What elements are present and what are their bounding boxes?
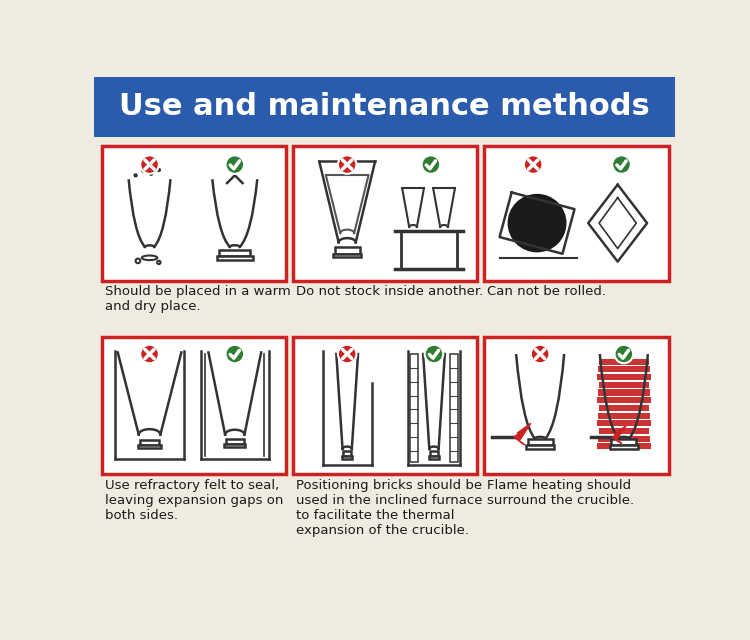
Bar [342, 456, 352, 459]
FancyBboxPatch shape [101, 146, 286, 281]
FancyBboxPatch shape [94, 77, 675, 137]
Circle shape [140, 156, 159, 174]
Circle shape [134, 173, 138, 177]
Bar [597, 397, 651, 403]
Text: Flame heating should
surround the crucible.: Flame heating should surround the crucib… [488, 479, 634, 507]
Circle shape [226, 345, 244, 364]
FancyBboxPatch shape [293, 146, 477, 281]
Ellipse shape [142, 255, 158, 260]
Circle shape [614, 345, 633, 364]
Bar [526, 445, 554, 449]
Circle shape [338, 156, 356, 174]
Bar [343, 451, 351, 456]
Bar [430, 451, 438, 456]
Bar [217, 257, 253, 260]
Bar [610, 445, 638, 449]
FancyBboxPatch shape [293, 337, 477, 474]
Bar [137, 445, 161, 447]
Bar [599, 358, 649, 365]
Text: Do not stock inside another.: Do not stock inside another. [296, 285, 483, 298]
FancyBboxPatch shape [101, 337, 286, 474]
Bar [599, 405, 649, 411]
Bar [597, 444, 651, 449]
Bar [410, 354, 418, 462]
Bar [599, 428, 649, 434]
Bar [597, 420, 651, 426]
Bar [597, 374, 651, 380]
Bar [598, 366, 650, 372]
Bar [140, 440, 159, 445]
Text: Use refractory felt to seal,
leaving expansion gaps on
both sides.: Use refractory felt to seal, leaving exp… [104, 479, 283, 522]
Bar [429, 456, 439, 459]
Bar [224, 444, 245, 447]
Bar [450, 354, 458, 462]
Bar [226, 439, 244, 444]
Circle shape [226, 156, 244, 174]
Text: Positioning bricks should be
used in the inclined furnace
to facilitate the ther: Positioning bricks should be used in the… [296, 479, 482, 537]
Circle shape [158, 260, 160, 264]
Bar [219, 250, 251, 257]
Bar [528, 438, 553, 445]
FancyBboxPatch shape [484, 337, 669, 474]
Text: Should be placed in a warm
and dry place.: Should be placed in a warm and dry place… [104, 285, 290, 314]
Bar [334, 247, 359, 253]
Circle shape [338, 345, 356, 364]
Circle shape [508, 194, 566, 252]
Bar [599, 381, 649, 388]
Circle shape [531, 345, 550, 364]
Circle shape [140, 345, 159, 364]
Circle shape [422, 156, 440, 174]
Circle shape [157, 168, 161, 172]
Bar [611, 438, 636, 445]
Bar [598, 413, 650, 419]
Circle shape [524, 156, 542, 174]
Circle shape [149, 172, 153, 176]
Circle shape [141, 168, 146, 173]
Bar [598, 436, 650, 442]
Bar [598, 389, 650, 396]
Polygon shape [612, 426, 626, 444]
Circle shape [424, 345, 443, 364]
Circle shape [612, 156, 631, 174]
Text: Can not be rolled.: Can not be rolled. [488, 285, 607, 298]
Circle shape [136, 259, 140, 263]
Bar [333, 253, 362, 257]
Polygon shape [514, 423, 531, 445]
Text: Use and maintenance methods: Use and maintenance methods [119, 92, 650, 122]
FancyBboxPatch shape [484, 146, 669, 281]
